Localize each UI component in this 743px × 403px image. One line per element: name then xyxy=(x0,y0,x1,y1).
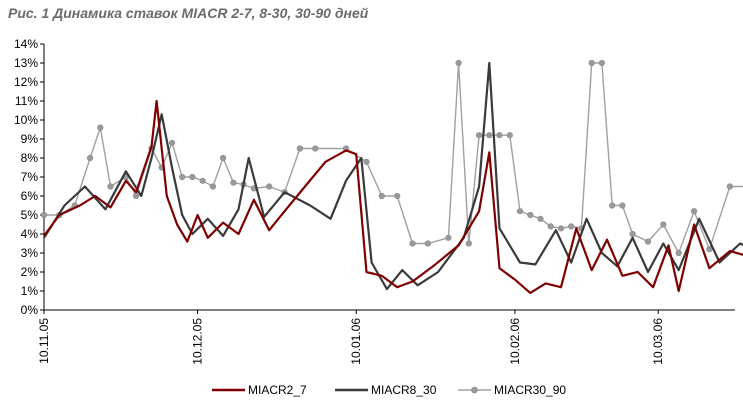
data-point-miacr30-90 xyxy=(629,230,636,238)
y-tick-label: 9% xyxy=(21,132,39,146)
data-point-miacr30-90 xyxy=(675,249,682,257)
legend-item-miacr8-30: MIACR8_30 xyxy=(335,383,437,397)
data-point-miacr30-90 xyxy=(476,132,483,139)
data-point-miacr30-90 xyxy=(394,192,401,200)
y-tick-label: 11% xyxy=(15,94,38,108)
data-point-miacr30-90 xyxy=(516,208,524,215)
data-point-miacr30-90 xyxy=(363,158,370,165)
data-point-miacr30-90 xyxy=(409,240,416,247)
data-point-miacr30-90 xyxy=(644,238,652,245)
y-tick-label: 14% xyxy=(14,37,38,51)
data-point-miacr30-90 xyxy=(86,154,94,162)
y-tick-label: 8% xyxy=(21,151,39,165)
series-line-miacr2-7 xyxy=(43,99,743,294)
y-tick-label: 12% xyxy=(14,75,38,89)
legend-label-miacr8-30: MIACR8_30 xyxy=(371,383,437,397)
data-point-miacr30-90 xyxy=(209,183,216,190)
data-point-miacr30-90 xyxy=(726,183,734,190)
y-tick-label: 10% xyxy=(14,113,38,127)
legend-marker-miacr30-90 xyxy=(471,386,478,394)
data-point-miacr30-90 xyxy=(455,59,462,67)
series-miacr2-7 xyxy=(43,99,743,294)
legend: MIACR2_7 MIACR8_30 MIACR30_90 xyxy=(212,383,566,397)
data-point-miacr30-90 xyxy=(660,221,667,228)
data-point-miacr30-90 xyxy=(168,139,176,146)
legend-label-miacr2-7: MIACR2_7 xyxy=(248,383,307,397)
data-point-miacr30-90 xyxy=(690,208,698,215)
series-miacr8-30 xyxy=(43,61,743,291)
data-point-miacr30-90 xyxy=(199,177,206,184)
x-tick-label: 10.01.06 xyxy=(349,318,363,365)
data-point-miacr30-90 xyxy=(133,192,140,200)
data-point-miacr30-90 xyxy=(547,223,554,230)
x-tick-label: 10.11.05 xyxy=(37,318,51,364)
legend-item-miacr2-7: MIACR2_7 xyxy=(212,383,307,397)
data-point-miacr30-90 xyxy=(465,240,472,247)
data-point-miacr30-90 xyxy=(296,145,304,152)
data-point-miacr30-90 xyxy=(609,202,616,209)
data-point-miacr30-90 xyxy=(537,215,544,222)
data-point-miacr30-90 xyxy=(107,183,114,190)
data-point-miacr30-90 xyxy=(189,173,196,181)
data-point-miacr30-90 xyxy=(506,132,513,139)
chart-title: Рис. 1 Динамика ставок MIACR 2-7, 8-30, … xyxy=(8,5,369,21)
data-point-miacr30-90 xyxy=(445,234,452,241)
series-line-miacr8-30 xyxy=(43,61,743,291)
x-tick-label: 10.12.05 xyxy=(191,318,205,365)
legend-label-miacr30-90: MIACR30_90 xyxy=(494,383,566,397)
y-axis-ticks: 0% 1% 2% 3% 4% 5% 6% 7% 8% 9% 10% 11% 12% 13% 14% xyxy=(14,37,44,317)
x-tick-label: 10.03.06 xyxy=(651,318,665,365)
data-point-miacr30-90 xyxy=(220,154,227,162)
chart-axes xyxy=(43,44,735,311)
data-point-miacr30-90 xyxy=(97,124,104,131)
data-point-miacr30-90 xyxy=(588,59,595,67)
y-tick-label: 6% xyxy=(21,189,39,203)
data-point-miacr30-90 xyxy=(527,211,534,219)
data-point-miacr30-90 xyxy=(40,211,48,219)
data-point-miacr30-90 xyxy=(312,145,319,152)
y-tick-label: 5% xyxy=(21,208,39,222)
data-point-miacr30-90 xyxy=(266,183,273,190)
y-tick-label: 2% xyxy=(21,265,39,279)
y-tick-label: 4% xyxy=(21,227,39,241)
data-point-miacr30-90 xyxy=(557,225,565,232)
y-tick-label: 3% xyxy=(21,246,39,260)
data-point-miacr30-90 xyxy=(619,202,626,209)
legend-item-miacr30-90: MIACR30_90 xyxy=(458,383,566,397)
data-point-miacr30-90 xyxy=(179,173,186,181)
y-tick-label: 1% xyxy=(21,284,39,298)
y-tick-label: 0% xyxy=(21,303,39,317)
x-axis-ticks: 10.11.05 10.12.05 10.01.06 10.02.06 10.03.06… xyxy=(37,310,665,365)
y-tick-label: 7% xyxy=(21,170,39,184)
data-point-miacr30-90 xyxy=(486,132,493,139)
data-point-miacr30-90 xyxy=(230,179,237,186)
data-point-miacr30-90 xyxy=(424,240,432,247)
data-point-miacr30-90 xyxy=(598,59,606,67)
data-point-miacr30-90 xyxy=(378,192,385,200)
series-miacr30-90 xyxy=(40,59,743,257)
y-tick-label: 13% xyxy=(14,56,38,70)
x-tick-label: 10.02.06 xyxy=(508,318,522,365)
data-point-miacr30-90 xyxy=(568,223,575,230)
data-point-miacr30-90 xyxy=(496,132,503,139)
series-layer xyxy=(40,59,743,294)
